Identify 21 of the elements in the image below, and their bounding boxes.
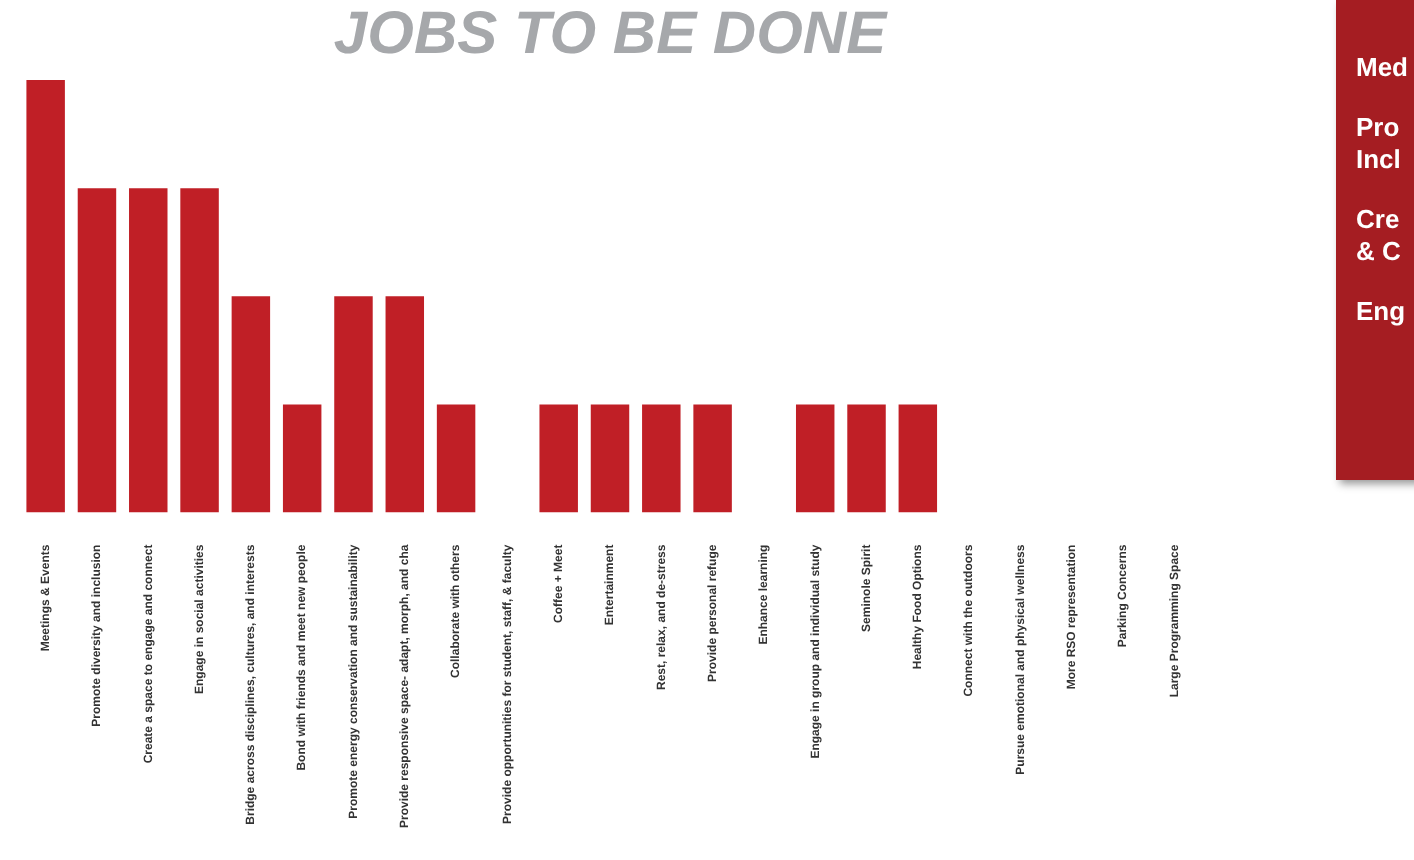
bar <box>180 188 219 513</box>
bar <box>436 404 476 513</box>
bar <box>334 296 373 513</box>
bar <box>898 404 938 513</box>
bar <box>642 404 681 513</box>
text: Cre & C <box>1356 204 1403 268</box>
bar <box>693 404 732 513</box>
bar <box>282 404 322 513</box>
bar <box>385 296 425 513</box>
bar <box>129 188 168 513</box>
bar <box>539 404 578 513</box>
chart-title: JOBS TO BE DONE <box>333 0 889 67</box>
bar <box>231 296 271 513</box>
bar <box>77 188 117 513</box>
bar <box>847 404 886 513</box>
text: Eng <box>1356 296 1408 328</box>
text: Med <box>1356 52 1410 84</box>
bar <box>590 404 630 513</box>
text: Pro Incl <box>1356 112 1403 176</box>
bar <box>795 404 835 513</box>
bar <box>26 80 65 513</box>
